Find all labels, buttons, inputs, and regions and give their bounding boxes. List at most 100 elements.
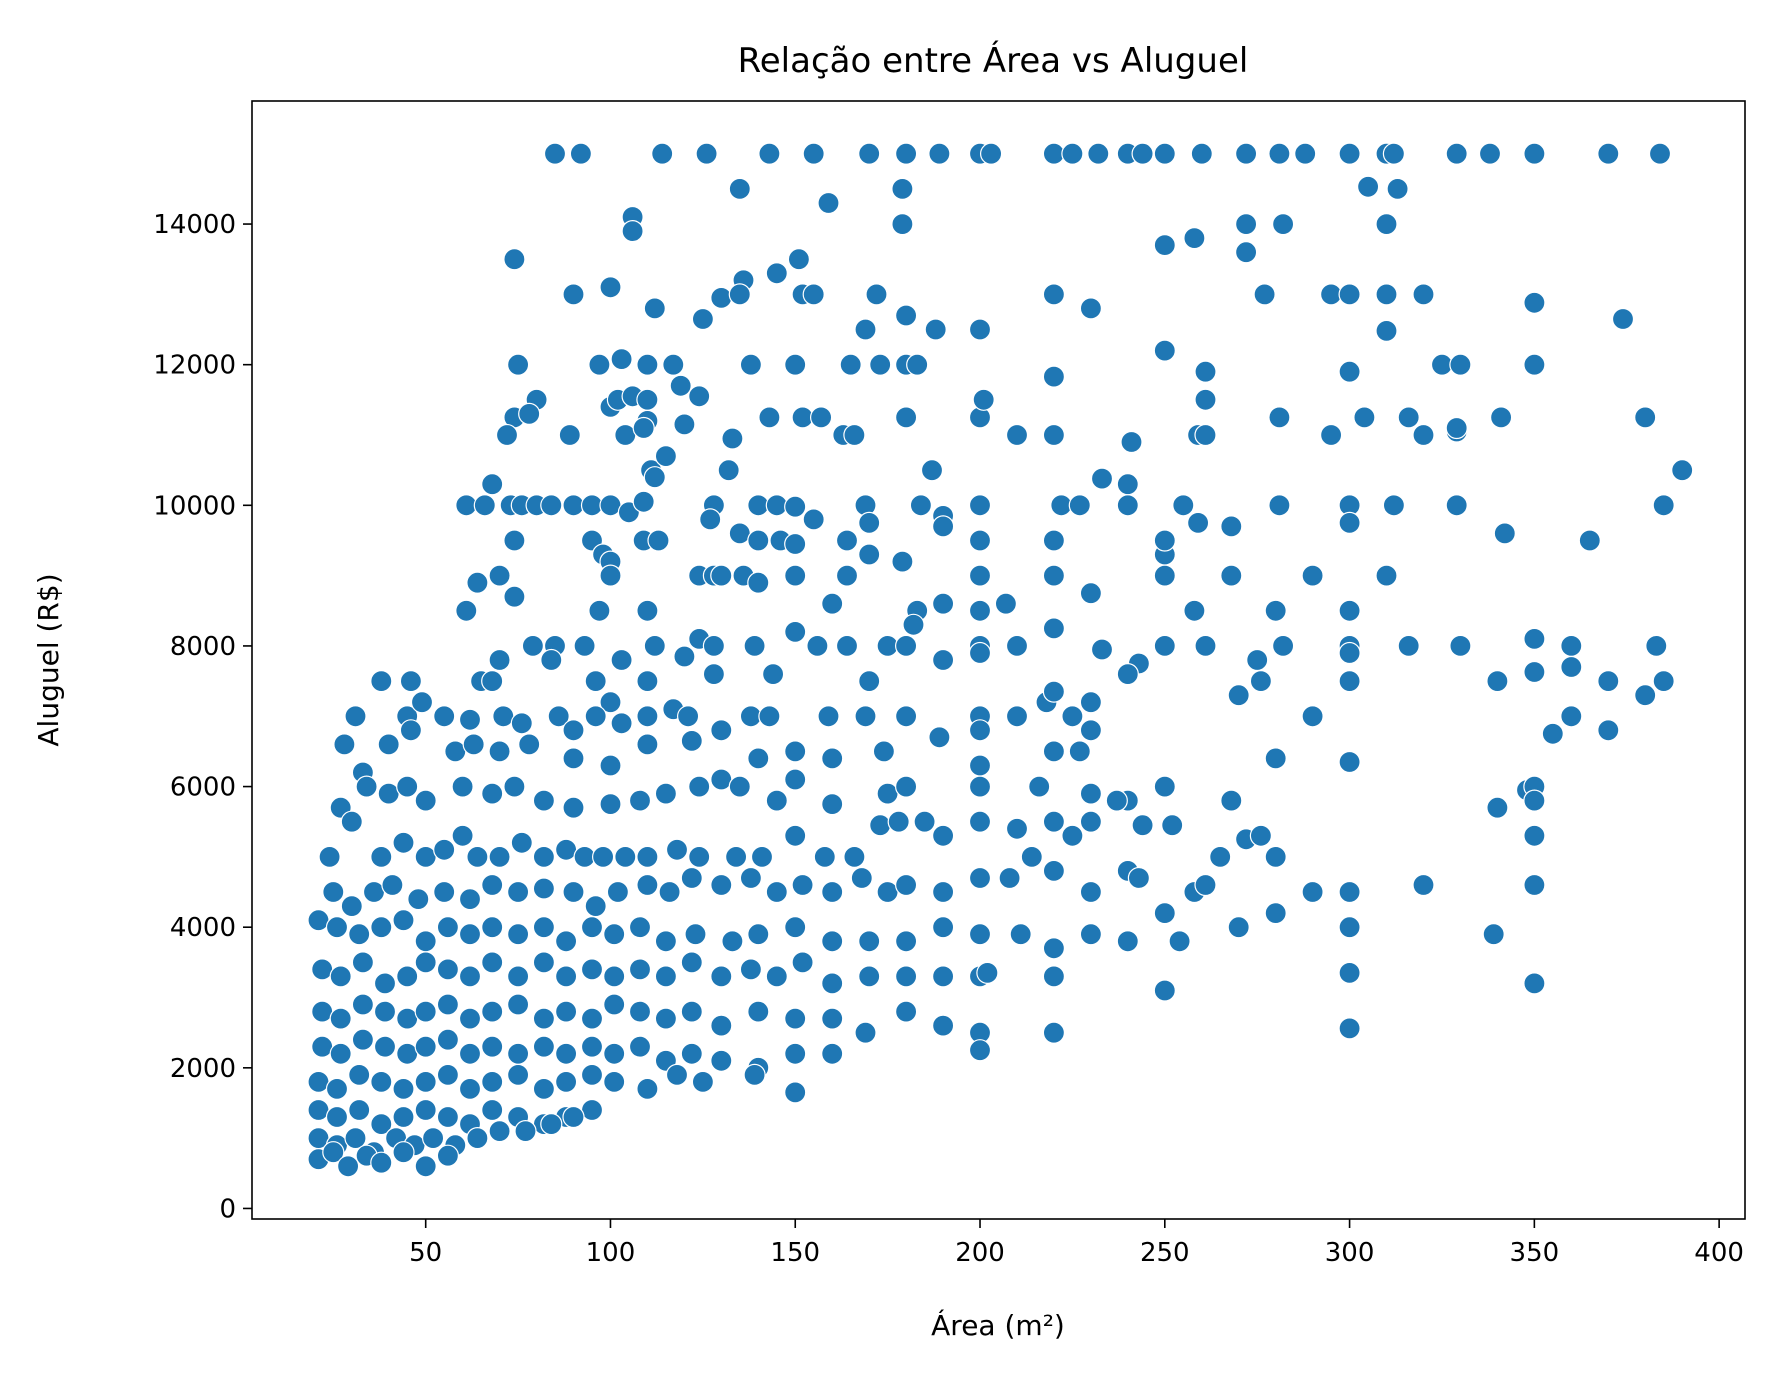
data-point bbox=[968, 719, 992, 742]
data-point bbox=[1028, 775, 1051, 798]
data-point bbox=[1105, 789, 1128, 812]
data-point bbox=[532, 1035, 556, 1058]
y-tick-label: 12000 bbox=[153, 351, 236, 381]
data-point bbox=[1042, 810, 1066, 833]
data-point bbox=[1153, 529, 1176, 552]
data-point bbox=[392, 1077, 415, 1101]
data-point bbox=[396, 1007, 419, 1030]
data-point bbox=[455, 599, 478, 622]
data-point bbox=[1079, 691, 1103, 714]
y-tick-label: 4000 bbox=[170, 913, 236, 943]
data-point bbox=[1079, 297, 1103, 320]
data-point bbox=[603, 993, 626, 1016]
data-point bbox=[329, 1007, 352, 1030]
data-point bbox=[835, 529, 859, 552]
data-point bbox=[1227, 684, 1250, 707]
data-point bbox=[370, 1070, 393, 1094]
data-point bbox=[322, 880, 345, 904]
data-point bbox=[1523, 789, 1546, 812]
data-point bbox=[787, 248, 811, 271]
data-point bbox=[348, 1063, 371, 1087]
data-point bbox=[968, 754, 992, 777]
data-point bbox=[821, 1042, 844, 1065]
data-point bbox=[1042, 1021, 1066, 1044]
data-point bbox=[1652, 494, 1675, 517]
data-point bbox=[1597, 142, 1620, 165]
data-point bbox=[1153, 901, 1176, 925]
data-point bbox=[1301, 880, 1324, 904]
data-point bbox=[869, 353, 892, 376]
data-point bbox=[931, 824, 955, 847]
data-point bbox=[1541, 722, 1564, 745]
data-point bbox=[1338, 916, 1361, 939]
data-point bbox=[721, 930, 744, 953]
data-point bbox=[1079, 582, 1103, 605]
data-point bbox=[1338, 961, 1361, 985]
data-point bbox=[414, 930, 437, 953]
data-point bbox=[573, 634, 596, 658]
data-point bbox=[1523, 627, 1546, 651]
data-point bbox=[481, 1000, 504, 1023]
data-point bbox=[928, 726, 951, 749]
data-point bbox=[562, 719, 585, 742]
data-point bbox=[902, 613, 925, 636]
data-point bbox=[1611, 307, 1635, 331]
data-point bbox=[968, 494, 992, 517]
data-point bbox=[377, 733, 400, 756]
data-point bbox=[340, 810, 363, 833]
data-point bbox=[503, 248, 526, 271]
data-point bbox=[784, 620, 807, 644]
data-point bbox=[821, 747, 844, 770]
data-point bbox=[554, 965, 578, 988]
data-point bbox=[1253, 283, 1276, 306]
data-point bbox=[894, 930, 918, 953]
data-point bbox=[503, 585, 526, 608]
data-point bbox=[721, 427, 744, 450]
x-tick-label: 50 bbox=[409, 1238, 442, 1268]
data-point bbox=[455, 494, 478, 517]
data-point bbox=[1319, 283, 1343, 306]
x-tick-label: 250 bbox=[1140, 1238, 1190, 1268]
data-point bbox=[784, 353, 807, 376]
data-point bbox=[1050, 494, 1073, 517]
data-point bbox=[399, 669, 422, 693]
data-point bbox=[1168, 930, 1191, 953]
data-point bbox=[1489, 406, 1513, 429]
data-point bbox=[1020, 845, 1043, 869]
data-point bbox=[1042, 680, 1066, 703]
data-point bbox=[632, 490, 655, 513]
data-point bbox=[710, 1049, 733, 1072]
data-point bbox=[1068, 494, 1091, 517]
data-point bbox=[580, 1007, 604, 1030]
data-point bbox=[488, 564, 511, 587]
data-point bbox=[1375, 213, 1398, 236]
data-point bbox=[1220, 789, 1243, 812]
data-point bbox=[488, 1119, 511, 1143]
y-axis-ticks: 0 2000 4000 6000 8000 10000 12000 14000 bbox=[153, 210, 252, 1224]
data-point bbox=[894, 634, 918, 658]
data-point bbox=[636, 873, 659, 897]
data-point bbox=[329, 1042, 352, 1065]
data-point bbox=[584, 669, 607, 693]
data-point bbox=[311, 1000, 334, 1023]
data-point bbox=[1116, 930, 1139, 953]
data-point bbox=[1382, 494, 1406, 517]
data-point bbox=[643, 466, 666, 489]
data-point bbox=[1061, 824, 1084, 847]
data-point bbox=[1338, 1017, 1361, 1040]
data-point bbox=[1486, 796, 1509, 819]
data-point bbox=[1042, 859, 1066, 883]
data-point bbox=[1338, 360, 1361, 383]
data-point bbox=[599, 691, 622, 714]
data-point bbox=[1449, 634, 1472, 658]
data-point bbox=[558, 423, 581, 447]
data-point bbox=[1005, 817, 1029, 840]
data-point bbox=[1220, 564, 1243, 587]
data-point bbox=[433, 838, 456, 861]
data-point bbox=[1478, 142, 1502, 165]
data-point bbox=[1268, 494, 1291, 517]
data-point bbox=[1523, 142, 1546, 165]
data-point bbox=[532, 845, 556, 869]
data-point bbox=[1597, 669, 1620, 693]
x-tick-label: 100 bbox=[586, 1238, 636, 1268]
